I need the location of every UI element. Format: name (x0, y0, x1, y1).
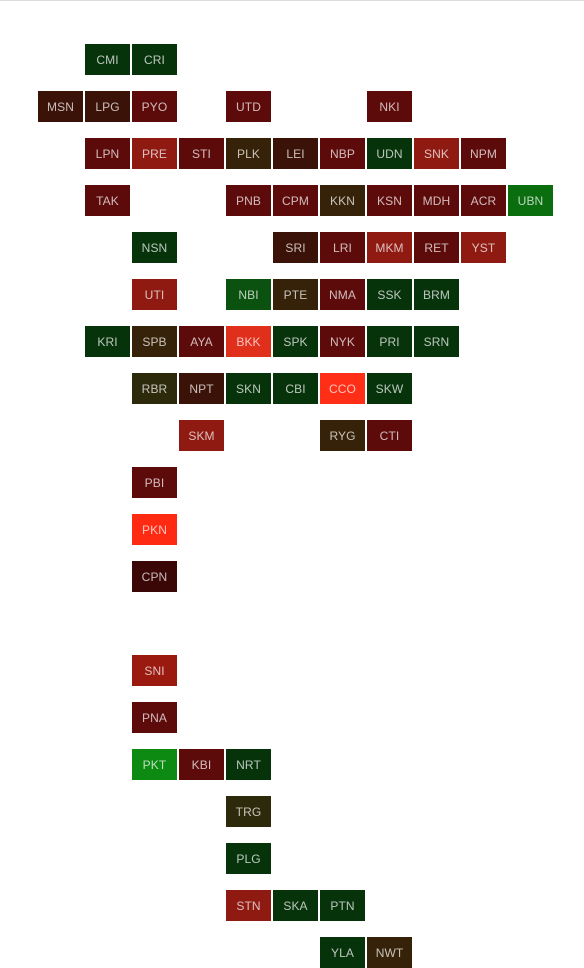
province-tile-ska[interactable]: SKA (273, 890, 318, 921)
province-tile-nma[interactable]: NMA (320, 279, 365, 310)
province-tile-cmi[interactable]: CMI (85, 44, 130, 75)
province-tile-pyo[interactable]: PYO (132, 91, 177, 122)
province-tile-trg[interactable]: TRG (226, 796, 271, 827)
province-tile-npm[interactable]: NPM (461, 138, 506, 169)
province-tile-cri[interactable]: CRI (132, 44, 177, 75)
province-tile-pri[interactable]: PRI (367, 326, 412, 357)
province-tile-stn[interactable]: STN (226, 890, 271, 921)
province-tile-ryg[interactable]: RYG (320, 420, 365, 451)
province-tile-nyk[interactable]: NYK (320, 326, 365, 357)
province-tile-pte[interactable]: PTE (273, 279, 318, 310)
province-tile-msn[interactable]: MSN (38, 91, 83, 122)
top-border-line (0, 0, 584, 1)
province-tile-udn[interactable]: UDN (367, 138, 412, 169)
province-tile-pna[interactable]: PNA (132, 702, 177, 733)
province-tile-ptn[interactable]: PTN (320, 890, 365, 921)
province-tile-lri[interactable]: LRI (320, 232, 365, 263)
province-tile-npt[interactable]: NPT (179, 373, 224, 404)
province-tile-brm[interactable]: BRM (414, 279, 459, 310)
province-tile-snk[interactable]: SNK (414, 138, 459, 169)
province-tile-cti[interactable]: CTI (367, 420, 412, 451)
province-tile-map: CMI CRI MSN LPG PYO UTD NKI LPN PRE STI PLK LEI NBP U… (38, 44, 553, 968)
province-tile-mkm[interactable]: MKM (367, 232, 412, 263)
province-tile-aya[interactable]: AYA (179, 326, 224, 357)
province-tile-yst[interactable]: YST (461, 232, 506, 263)
province-tile-kri[interactable]: KRI (85, 326, 130, 357)
province-tile-ksn[interactable]: KSN (367, 185, 412, 216)
province-tile-ubn[interactable]: UBN (508, 185, 553, 216)
province-tile-pnb[interactable]: PNB (226, 185, 271, 216)
province-tile-lpn[interactable]: LPN (85, 138, 130, 169)
province-tile-nki[interactable]: NKI (367, 91, 412, 122)
province-tile-pkn[interactable]: PKN (132, 514, 177, 545)
province-tile-nbi[interactable]: NBI (226, 279, 271, 310)
province-tile-srn[interactable]: SRN (414, 326, 459, 357)
province-tile-rbr[interactable]: RBR (132, 373, 177, 404)
province-tile-skn[interactable]: SKN (226, 373, 271, 404)
province-tile-lpg[interactable]: LPG (85, 91, 130, 122)
province-tile-tak[interactable]: TAK (85, 185, 130, 216)
province-tile-skw[interactable]: SKW (367, 373, 412, 404)
province-tile-kkn[interactable]: KKN (320, 185, 365, 216)
province-tile-acr[interactable]: ACR (461, 185, 506, 216)
province-tile-pbi[interactable]: PBI (132, 467, 177, 498)
province-tile-cpm[interactable]: CPM (273, 185, 318, 216)
province-tile-nwt[interactable]: NWT (367, 937, 412, 968)
province-tile-plk[interactable]: PLK (226, 138, 271, 169)
province-tile-pre[interactable]: PRE (132, 138, 177, 169)
province-tile-utd[interactable]: UTD (226, 91, 271, 122)
province-tile-skm[interactable]: SKM (179, 420, 224, 451)
province-tile-lei[interactable]: LEI (273, 138, 318, 169)
province-tile-cco[interactable]: CCO (320, 373, 365, 404)
province-tile-bkk[interactable]: BKK (226, 326, 271, 357)
province-tile-nsn[interactable]: NSN (132, 232, 177, 263)
province-tile-plg[interactable]: PLG (226, 843, 271, 874)
province-tile-spk[interactable]: SPK (273, 326, 318, 357)
province-tile-mdh[interactable]: MDH (414, 185, 459, 216)
province-tile-nbp[interactable]: NBP (320, 138, 365, 169)
province-tile-cpn[interactable]: CPN (132, 561, 177, 592)
province-tile-spb[interactable]: SPB (132, 326, 177, 357)
province-tile-cbi[interactable]: CBI (273, 373, 318, 404)
province-tile-sni[interactable]: SNI (132, 655, 177, 686)
province-tile-ret[interactable]: RET (414, 232, 459, 263)
province-tile-sri[interactable]: SRI (273, 232, 318, 263)
province-tile-uti[interactable]: UTI (132, 279, 177, 310)
province-tile-sti[interactable]: STI (179, 138, 224, 169)
province-tile-ssk[interactable]: SSK (367, 279, 412, 310)
province-tile-yla[interactable]: YLA (320, 937, 365, 968)
